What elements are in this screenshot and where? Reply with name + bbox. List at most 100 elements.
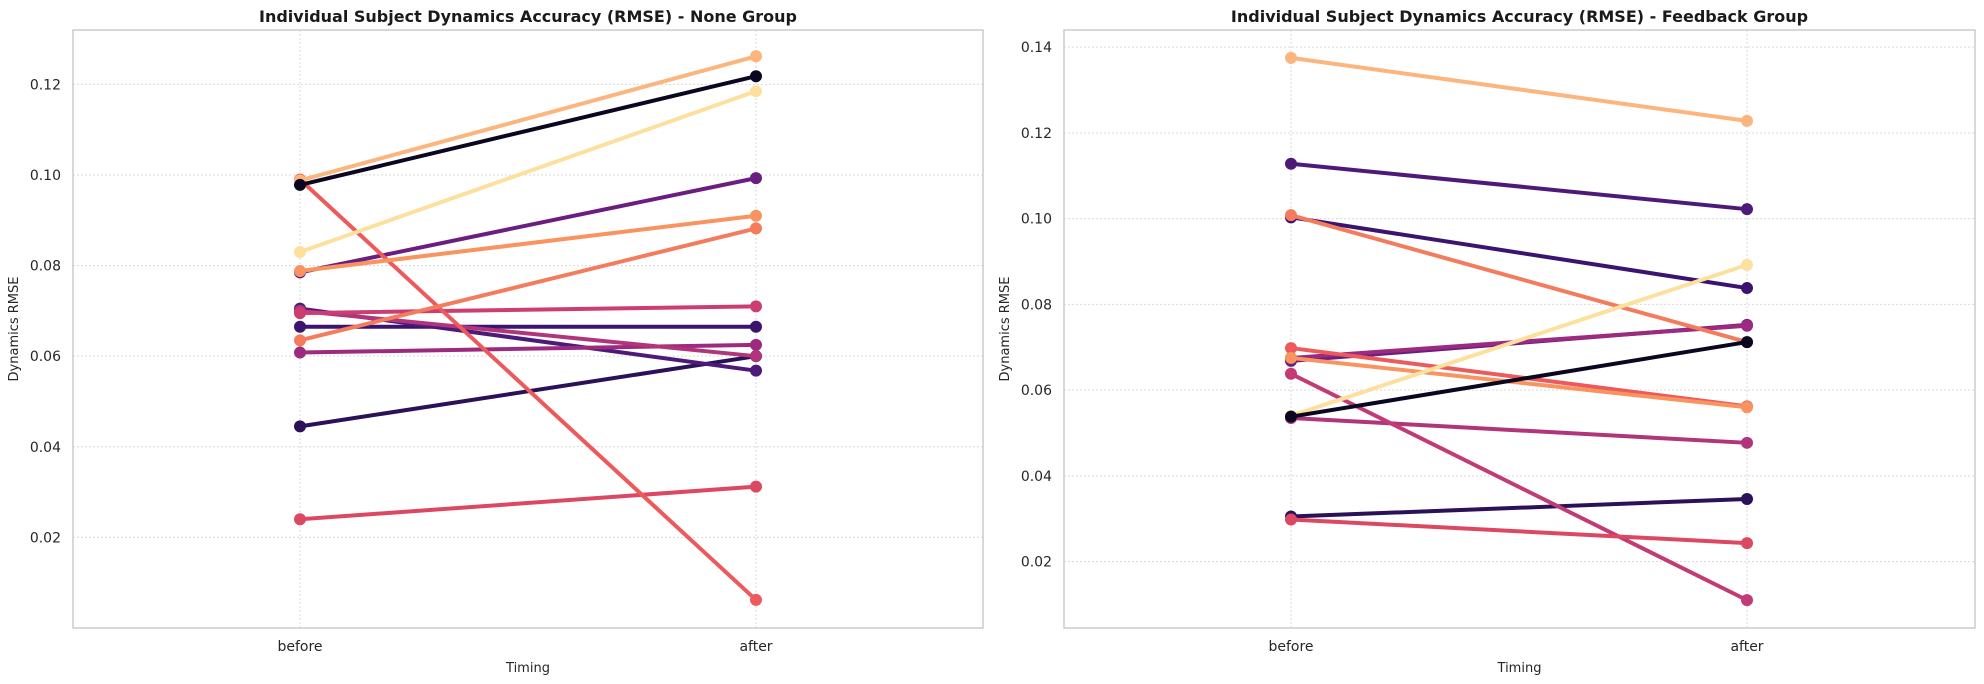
series-line (1289, 262, 1749, 418)
data-point (1741, 203, 1753, 216)
data-point (1285, 209, 1297, 222)
data-point (294, 265, 306, 278)
plot-frame (1063, 29, 1976, 629)
y-tick-label: 0.02 (1021, 555, 1052, 571)
data-point (294, 245, 306, 258)
data-point (1741, 114, 1753, 127)
y-axis-label: Dynamics RMSE (7, 277, 22, 382)
series-line (1289, 215, 1749, 291)
subject-series (1285, 336, 1753, 423)
data-point (750, 222, 762, 235)
data-point (750, 364, 762, 377)
data-point (1285, 513, 1297, 526)
series-line (298, 89, 758, 254)
subject-series (1285, 492, 1753, 523)
data-point (1741, 436, 1753, 449)
data-point (294, 513, 306, 526)
series-line (1289, 213, 1749, 345)
series-group (1285, 51, 1753, 607)
subject-series (1285, 351, 1753, 414)
subject-series (294, 70, 762, 191)
subject-series (1285, 51, 1753, 127)
data-point (1741, 537, 1753, 550)
series-line (298, 226, 758, 343)
series-line (298, 54, 758, 183)
x-tick-label: before (1268, 639, 1313, 655)
series-line (298, 308, 758, 359)
data-point (750, 300, 762, 313)
series-line (298, 484, 758, 522)
subject-series (1285, 411, 1753, 449)
series-line (1289, 346, 1749, 409)
data-point (1741, 401, 1753, 414)
x-tick-label: before (277, 639, 322, 655)
chart-none-group: Individual Subject Dynamics Accuracy (RM… (7, 7, 984, 676)
data-point (1285, 351, 1297, 364)
data-point (1285, 410, 1297, 423)
subject-series (1285, 513, 1753, 550)
data-point (1285, 342, 1297, 355)
chart-title: Individual Subject Dynamics Accuracy (RM… (1231, 7, 1808, 26)
y-tick-label: 0.10 (1021, 212, 1052, 228)
data-point (750, 172, 762, 185)
plot-frame (72, 29, 984, 629)
x-axis-label: Timing (1497, 661, 1542, 676)
x-tick-label: after (1730, 639, 1763, 655)
data-point (1741, 319, 1753, 332)
data-point (750, 50, 762, 63)
data-point (750, 70, 762, 83)
series-line (298, 74, 758, 187)
series-line (298, 177, 758, 602)
subject-series (294, 173, 762, 606)
chart-feedback-group: Individual Subject Dynamics Accuracy (RM… (998, 7, 1976, 676)
series-line (1289, 355, 1749, 410)
y-tick-label: 0.06 (1021, 383, 1052, 399)
data-point (1741, 258, 1753, 271)
series-line (1289, 371, 1749, 603)
data-point (294, 346, 306, 359)
x-axis-label: Timing (505, 661, 550, 676)
y-tick-label: 0.08 (1021, 297, 1052, 313)
data-point (1285, 157, 1297, 170)
subject-series (294, 480, 762, 526)
data-point (294, 420, 306, 433)
series-line (298, 213, 758, 274)
subject-series (294, 222, 762, 347)
series-group (294, 50, 762, 606)
subject-series (294, 209, 762, 278)
subject-series (294, 85, 762, 258)
x-tick-label: after (739, 639, 772, 655)
series-line (298, 176, 758, 275)
data-point (750, 350, 762, 363)
subject-series (294, 300, 762, 320)
y-tick-label: 0.04 (1021, 469, 1052, 485)
subject-series (294, 50, 762, 187)
y-tick-label: 0.12 (30, 77, 61, 93)
subject-series (1285, 367, 1753, 607)
grid (1064, 30, 1975, 628)
data-point (1285, 51, 1297, 64)
data-point (1741, 492, 1753, 505)
series-line (298, 342, 758, 355)
data-point (750, 85, 762, 98)
data-point (294, 178, 306, 191)
subject-series (294, 338, 762, 359)
data-point (1741, 282, 1753, 295)
y-tick-label: 0.02 (30, 530, 61, 546)
data-point (294, 320, 306, 333)
y-axis-label: Dynamics RMSE (998, 277, 1013, 382)
series-line (1289, 340, 1749, 419)
y-tick-label: 0.10 (30, 168, 61, 184)
series-line (298, 304, 758, 316)
data-point (750, 593, 762, 606)
data-point (750, 320, 762, 333)
data-point (750, 209, 762, 222)
chart-title: Individual Subject Dynamics Accuracy (RM… (259, 7, 797, 26)
subject-series (1285, 157, 1753, 216)
series-line (1289, 517, 1749, 546)
data-point (750, 480, 762, 493)
data-point (1741, 594, 1753, 607)
y-tick-label: 0.14 (1021, 40, 1052, 56)
subject-series (1285, 211, 1753, 295)
